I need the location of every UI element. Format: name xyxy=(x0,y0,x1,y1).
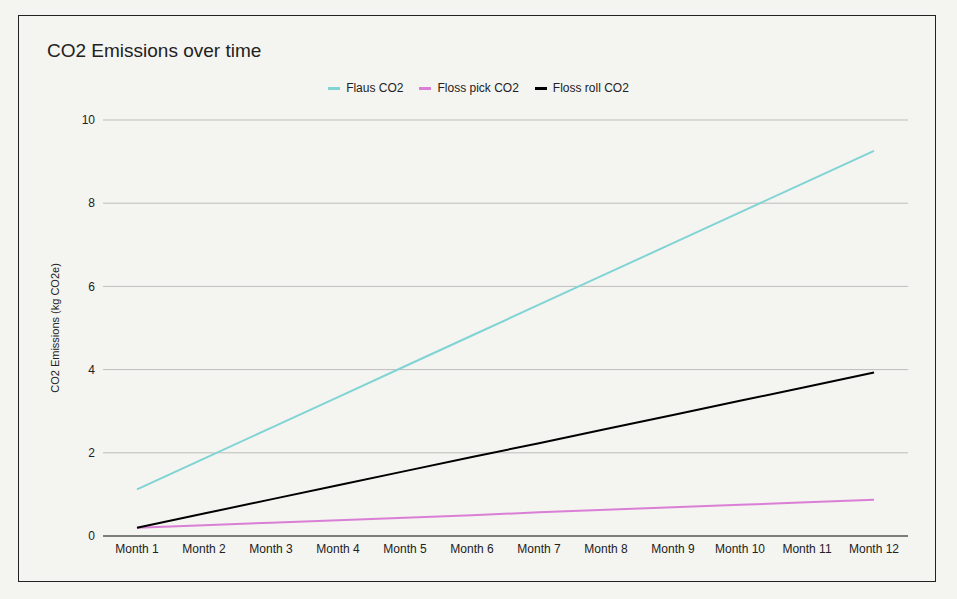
svg-text:8: 8 xyxy=(88,196,95,210)
svg-text:Month 1: Month 1 xyxy=(115,542,159,556)
svg-text:Month 7: Month 7 xyxy=(517,542,561,556)
svg-text:Month 9: Month 9 xyxy=(651,542,695,556)
html-text:Floss pick CO2: Floss pick CO2 xyxy=(437,81,519,95)
svg-text:0: 0 xyxy=(88,529,95,543)
svg-text:Month 10: Month 10 xyxy=(715,542,765,556)
svg-text:Month 11: Month 11 xyxy=(782,542,831,556)
svg-text:Month 4: Month 4 xyxy=(316,542,360,556)
svg-text:CO2 Emissions (kg CO2e): CO2 Emissions (kg CO2e) xyxy=(49,263,61,393)
svg-text:Month 12: Month 12 xyxy=(849,542,899,556)
html-text:Floss roll CO2: Floss roll CO2 xyxy=(552,81,629,95)
svg-text:Month 3: Month 3 xyxy=(249,542,293,556)
svg-text:6: 6 xyxy=(88,280,95,294)
svg-text:Month 2: Month 2 xyxy=(182,542,226,556)
svg-text:4: 4 xyxy=(88,363,95,377)
html-text:Flaus CO2: Flaus CO2 xyxy=(346,81,404,95)
svg-text:Month 8: Month 8 xyxy=(584,542,628,556)
svg-text:10: 10 xyxy=(82,113,96,127)
svg-text:Month 6: Month 6 xyxy=(450,542,494,556)
svg-text:Month 5: Month 5 xyxy=(383,542,427,556)
svg-text:2: 2 xyxy=(88,446,95,460)
html-text:CO2 Emissions over time: CO2 Emissions over time xyxy=(47,40,262,61)
